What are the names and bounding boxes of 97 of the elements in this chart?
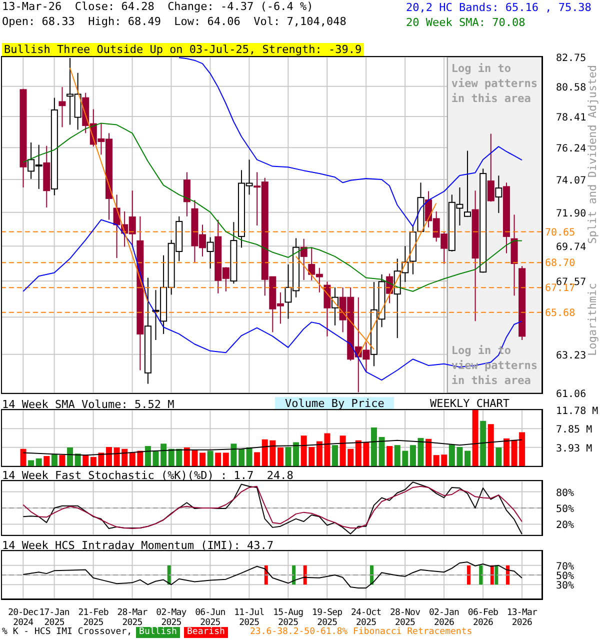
bar [106,446,112,466]
x-tick-label: 28-Nov 2025 [390,608,420,628]
chart-title: 14 Week Fast Stochastic (%K)(%D) : 1.7 24.8 [2,469,294,483]
ref-line-label: 70.65 [545,227,576,238]
y-tick-label: 74.07 [556,175,586,186]
line-series [22,122,522,292]
bar [44,456,50,466]
bar [144,446,151,466]
y-tick-label: 70% [556,561,574,572]
bar [464,450,471,466]
bar [246,447,252,466]
x-tick-label: 06-Feb 2026 [468,608,498,628]
x-tick-label: 02-May 2025 [156,608,188,628]
bar [378,437,385,466]
y-axis-title: Split and Dividend Adjusted [586,65,599,244]
bar [472,410,478,466]
bar [51,454,58,466]
bar [28,460,34,466]
text: Bullish [136,627,180,638]
line-series [22,562,522,588]
text: Bearish [184,627,228,638]
bar [230,444,237,466]
y-tick-label: 50% [556,571,574,582]
y-tick-label: 71.90 [556,208,586,220]
y-tick-label: 3.93 M [556,443,592,454]
candlestick [464,150,472,218]
bar [20,448,26,466]
bar [293,442,300,466]
bar [207,450,214,466]
y-tick-label: 30% [556,580,574,592]
bar [82,455,89,466]
text: 20,2 HC Bands: 65.16 , 75.38 [406,0,592,15]
text: WEEKLY CHART [430,397,510,410]
bar [488,424,494,466]
y-tick-label: 20% [556,520,574,532]
bar [386,446,393,466]
chart-title: 14 Week SMA Volume: 5.52 M [2,398,174,412]
text: Logarithmic [586,283,599,356]
x-tick-label: 28-Mar 2025 [117,608,148,628]
x-tick-label: 11-Jul 2025 [234,608,264,628]
text: 23.6-38.2-50-61.8% Fibonacci Retracements [250,627,472,638]
bar [59,455,66,466]
bar [74,454,81,466]
text: Bullish Three Outside Up on 03-Jul-25, Strength: -39.9 [2,43,364,56]
legend-title: % K - HCS IMI Crossover, [2,627,132,638]
ref-line-label: 68.70 [545,258,576,270]
candlestick [58,86,66,128]
y-tick-label: 82.75 [556,53,586,64]
bar [426,438,432,466]
y-tick-label: 80% [556,488,574,499]
x-tick-label: 06-Jun 2025 [195,608,226,628]
candlestick [183,172,190,217]
line-series [22,486,522,530]
chart-title: 14 Week HCS Intraday Momentum (IMI): 43.7 [2,539,274,553]
text: 20 Week SMA: 70.08 [406,15,526,30]
y-tick-label: 63.23 [556,350,586,362]
bar [332,445,338,466]
chart-title: 13-Mar-26 Close: 64.28 Change: -4.37 (-6.4 %) [2,0,314,14]
ref-line-label: 65.68 [545,308,576,319]
y-tick-label: 76.24 [556,144,586,155]
y-tick-label: 11.78 M [556,406,598,417]
x-tick-label: 21-Feb 2025 [78,608,108,628]
chart-subtitle: Open: 68.33 High: 68.49 Low: 64.06 Vol: 7,104,048 [2,15,346,29]
candlestick [300,238,308,281]
bar [277,447,284,466]
bar [370,427,377,466]
y-tick-label: 7.85 M [556,424,592,436]
bar [222,452,229,466]
bar [496,447,502,466]
bar [480,420,486,466]
y-tick-label: 50% [556,504,574,515]
x-tick-label: 15-Aug 2025 [273,608,304,628]
bar [503,438,510,466]
line-series [22,439,522,456]
bar [67,447,74,466]
bar [238,448,244,466]
bar [215,452,222,466]
x-tick-label: 24-Oct 2025 [351,608,382,628]
x-tick-label: 17-Jan 2025 [39,608,70,628]
bar [200,452,206,466]
x-tick-label: 20-Dec 2024 [8,608,38,628]
x-tick-label: 19-Sep 2025 [312,608,342,628]
bar [254,452,260,466]
bar [36,458,42,466]
x-tick-label: 02-Jan 2026 [428,608,460,628]
text: Volume By Price [275,397,394,410]
y-tick-label: 61.06 [556,389,586,400]
candlestick [206,236,214,269]
band-label: Log in to view patterns in this area [451,61,538,106]
x-tick-label: 13-Mar 2026 [506,608,538,628]
candlestick [495,175,502,214]
candlestick [324,281,331,337]
candlestick [487,133,494,202]
y-tick-label: 69.74 [556,242,586,254]
y-tick-label: 78.41 [556,112,586,124]
bar [285,446,292,466]
y-tick-label: 80.58 [556,82,586,94]
